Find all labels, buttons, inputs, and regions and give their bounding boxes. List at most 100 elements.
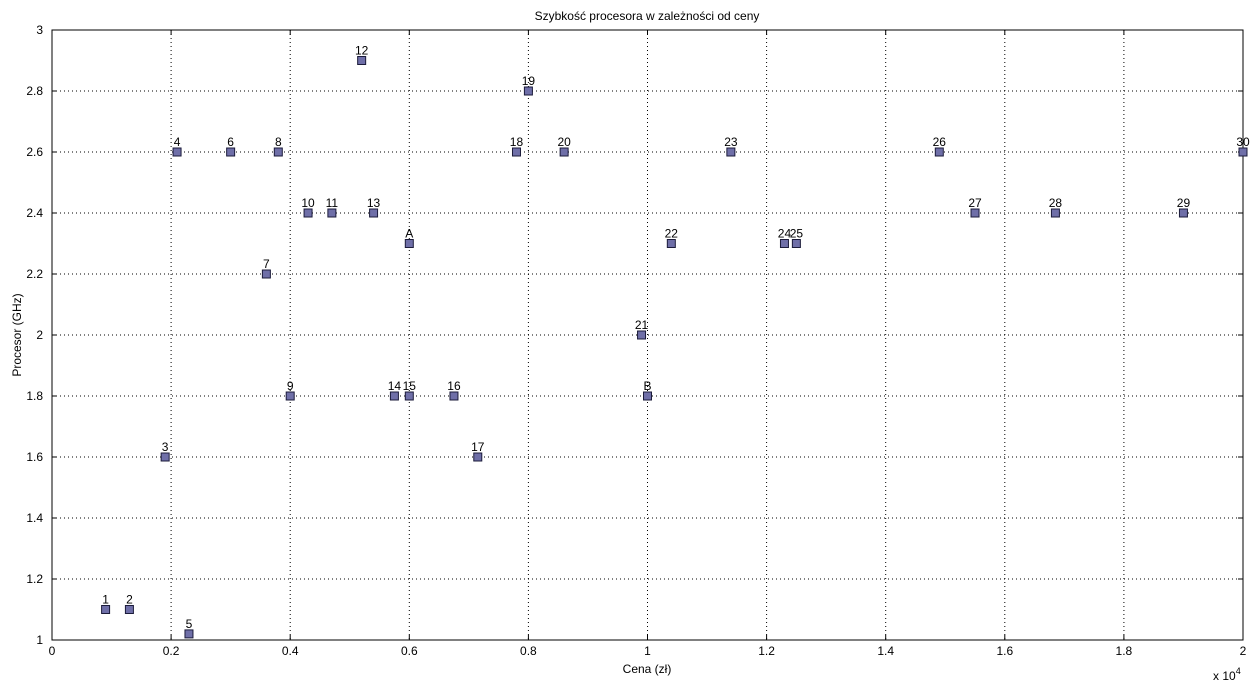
- data-point-label: 27: [968, 196, 982, 210]
- x-tick-label: 1: [644, 644, 651, 658]
- data-point-marker: [404, 391, 414, 401]
- data-point-marker: [303, 208, 313, 218]
- data-point-marker: [389, 391, 399, 401]
- data-point: 6: [226, 135, 236, 157]
- data-point-label: 16: [447, 379, 461, 393]
- data-point: 8: [273, 135, 283, 157]
- data-point-label: 14: [388, 379, 402, 393]
- data-point-label: 15: [403, 379, 417, 393]
- data-point-marker: [473, 452, 483, 462]
- y-tick-label: 2: [36, 328, 43, 342]
- x-axis-multiplier-base: x 10: [1213, 669, 1236, 683]
- y-tick-label: 3: [36, 23, 43, 37]
- data-point-label: 1: [102, 593, 109, 607]
- data-point-marker: [511, 147, 521, 157]
- data-point-label: 30: [1236, 135, 1250, 149]
- data-point-label: 8: [275, 135, 282, 149]
- data-point: 2: [124, 593, 134, 614]
- data-point: 24: [778, 227, 792, 248]
- x-tick-label: 0.2: [163, 644, 180, 658]
- data-point: 15: [403, 379, 417, 401]
- data-point-marker: [404, 239, 414, 248]
- data-point-label: 18: [510, 135, 524, 149]
- data-point: 29: [1177, 196, 1191, 218]
- data-point: 12: [355, 44, 369, 65]
- data-point-marker: [1050, 208, 1060, 218]
- data-point-marker: [101, 605, 111, 614]
- data-point: 30: [1236, 135, 1250, 157]
- data-point: 10: [301, 196, 315, 218]
- data-point-label: 13: [367, 196, 381, 210]
- y-tick-label: 2.6: [26, 145, 43, 159]
- data-point-label: 19: [522, 74, 536, 88]
- data-point-label: 24: [778, 227, 792, 241]
- data-point-marker: [791, 239, 801, 248]
- x-axis-label: Cena (zł): [623, 662, 672, 676]
- data-point: 23: [724, 135, 738, 157]
- data-point-marker: [285, 391, 295, 401]
- data-point-label: 5: [186, 617, 193, 631]
- data-point-label: 10: [301, 196, 315, 210]
- data-point-marker: [273, 147, 283, 157]
- y-tick-label: 1.2: [26, 572, 43, 586]
- data-point-marker: [357, 56, 367, 65]
- data-point-marker: [779, 239, 789, 248]
- data-point-marker: [934, 147, 944, 157]
- data-point: 17: [471, 440, 485, 462]
- data-point: 22: [665, 227, 679, 248]
- data-point-label: 17: [471, 440, 485, 454]
- data-point: 13: [367, 196, 381, 218]
- y-tick-label: 2.8: [26, 84, 43, 98]
- x-axis-multiplier: x 104: [1213, 666, 1241, 683]
- data-point: 27: [968, 196, 982, 218]
- y-tick-labels: 1 1.2 1.4 1.6 1.8 2 2.2 2.4 2.6 2.8 3: [26, 23, 43, 647]
- data-point: 25: [790, 227, 804, 248]
- data-point: 14: [388, 379, 402, 401]
- data-point-label: 7: [263, 257, 270, 271]
- x-tick-label: 1.6: [996, 644, 1013, 658]
- data-point-label: 12: [355, 44, 369, 58]
- data-point-marker: [970, 208, 980, 218]
- y-tick-label: 2.2: [26, 267, 43, 281]
- data-point-label: 23: [724, 135, 738, 149]
- grid-lines: [52, 30, 1243, 640]
- x-tick-label: 0.4: [282, 644, 299, 658]
- data-point: A: [404, 227, 414, 248]
- data-point-marker: [637, 330, 647, 340]
- data-point-marker: [559, 147, 569, 157]
- data-point-marker: [643, 391, 652, 401]
- x-tick-labels: 0 0.2 0.4 0.6 0.8 1 1.2 1.4 1.6 1.8 2: [49, 644, 1247, 658]
- data-point-marker: [184, 629, 194, 639]
- data-point-marker: [1178, 208, 1188, 218]
- data-point-marker: [226, 147, 236, 157]
- x-axis-multiplier-exponent: 4: [1236, 666, 1241, 676]
- data-point-label: 26: [933, 135, 947, 149]
- data-point: 5: [184, 617, 194, 639]
- data-point-label: 29: [1177, 196, 1191, 210]
- data-point-marker: [160, 452, 170, 462]
- x-tick-label: 1.8: [1116, 644, 1133, 658]
- data-point: 3: [160, 440, 170, 462]
- chart-title: Szybkość procesora w zależności od ceny: [535, 9, 760, 23]
- data-point-label: 2: [126, 593, 133, 607]
- data-point: 16: [447, 379, 461, 401]
- data-point-label: 4: [174, 135, 181, 149]
- y-tick-label: 1: [36, 633, 43, 647]
- x-tick-label: 0: [49, 644, 56, 658]
- y-axis-label: Procesor (GHz): [10, 293, 24, 376]
- data-point-label: 21: [635, 318, 649, 332]
- data-point-label: 6: [227, 135, 234, 149]
- data-point-label: 11: [326, 196, 339, 210]
- data-point-label: 22: [665, 227, 679, 241]
- data-point: 9: [285, 379, 295, 401]
- data-point-marker: [1238, 147, 1248, 157]
- x-tick-label: 1.4: [877, 644, 894, 658]
- data-point: 20: [557, 135, 571, 157]
- x-tick-label: 0.6: [401, 644, 418, 658]
- data-point: 18: [510, 135, 524, 157]
- x-tick-label: 0.8: [520, 644, 537, 658]
- data-point-label: 25: [790, 227, 804, 241]
- data-point-label: 20: [557, 135, 571, 149]
